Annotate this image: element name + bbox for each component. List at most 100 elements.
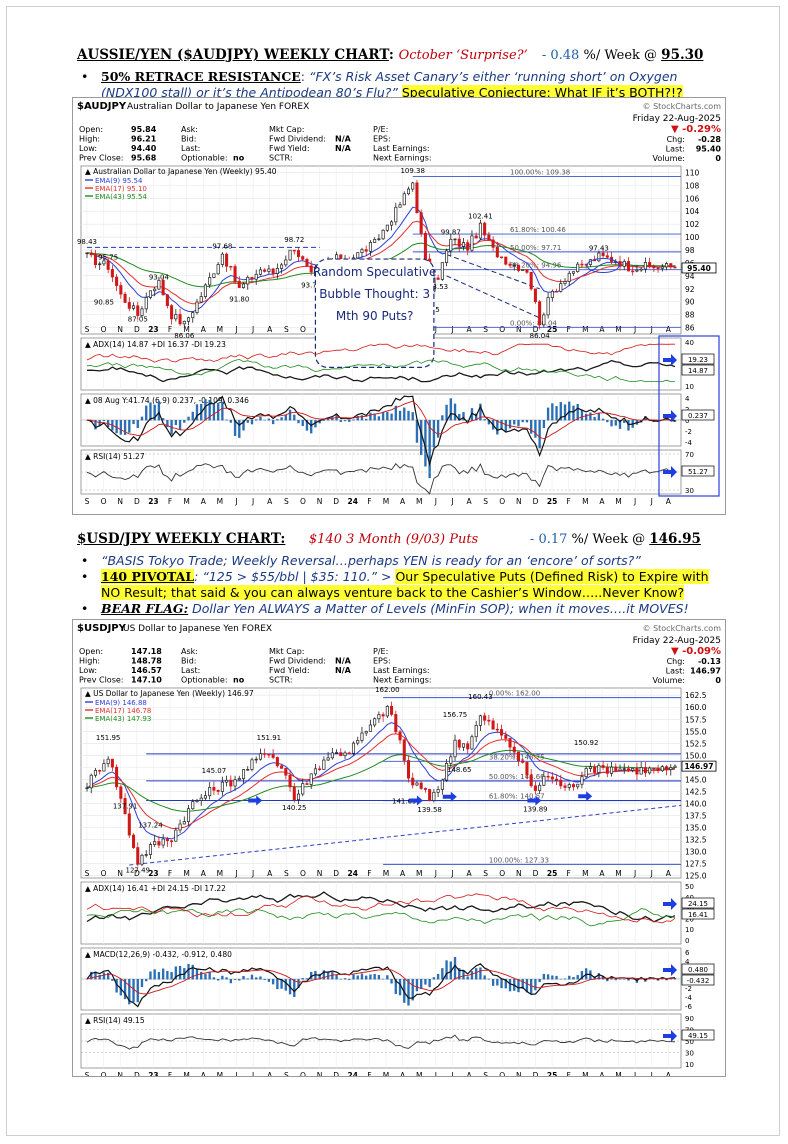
x-tick-label: D [533, 497, 539, 506]
price-label: 98.72 [284, 236, 304, 244]
stat-label: Open: [79, 125, 103, 134]
x-tick-label: A [666, 1071, 672, 1076]
macd-histogram-bar [250, 974, 254, 980]
x-tick-label: M [582, 1071, 588, 1076]
macd-histogram-bar [563, 978, 567, 980]
candle-body [385, 224, 389, 231]
fib-label: 50.00%: 144.66 [489, 773, 545, 781]
macd-histogram-bar [627, 979, 630, 981]
macd-histogram-bar [453, 956, 457, 980]
indicator-value-badge [681, 364, 715, 376]
macd-histogram-bar [335, 974, 338, 980]
macd-histogram-bar [246, 420, 249, 423]
macd-histogram-bar [369, 974, 372, 980]
macd-histogram-bar [614, 979, 617, 981]
trend-line [446, 254, 540, 290]
candle-body [567, 272, 571, 282]
annotation-bubble [314, 258, 435, 368]
x-tick-label-main: J [450, 869, 453, 878]
candle-body [588, 766, 592, 769]
candle-body [411, 182, 415, 190]
candle-body [402, 739, 406, 761]
stat-value: 95.68 [131, 154, 157, 163]
macd-histogram-bar [365, 975, 368, 980]
macd-histogram-bar [271, 420, 275, 425]
candle-body [525, 269, 529, 273]
macd-histogram-bar [466, 976, 469, 980]
indicator-tick: 10 [685, 1061, 694, 1069]
chart-date: Friday 22-Aug-2025 [633, 114, 721, 124]
candle-body [250, 277, 254, 280]
section2-bullet2-key: 140 PIVOTAL [101, 569, 195, 584]
adx-line [86, 359, 676, 383]
stat-value: 0 [715, 154, 721, 163]
indicator-value-badge [681, 465, 715, 477]
candle-body [368, 242, 372, 252]
ema-line [86, 206, 676, 313]
macd-histogram-bar [339, 978, 342, 980]
macd-histogram-bar [618, 978, 622, 980]
x-tick-label-main: S [284, 869, 289, 878]
candle-body [98, 770, 102, 772]
candle-body [288, 249, 292, 261]
section1-subtitle: October ‘Surprise?’ [398, 48, 528, 63]
x-tick-label-main: J [633, 325, 636, 334]
candle-body [584, 768, 588, 777]
indicator-tick: 70 [685, 451, 694, 459]
candle-body [508, 263, 512, 266]
macd-histogram-bar [572, 405, 575, 421]
section1-bullet-quote: “FX’s Risk Asset Canary’s either ‘runnin… [101, 69, 678, 100]
candle-body [123, 798, 127, 815]
macd-histogram-bar [555, 406, 558, 421]
candle-body [626, 261, 630, 272]
candle-body [186, 808, 191, 822]
indicator-tick: 30 [685, 1050, 694, 1058]
x-tick-label: J [633, 497, 636, 506]
x-tick-label-main: F [168, 869, 172, 878]
macd-histogram-bar [267, 418, 271, 421]
y-tick-label: 127.5 [685, 860, 707, 869]
indicator-tick: 90 [685, 1015, 694, 1023]
stat-value: N/A [335, 657, 352, 666]
chart-symbol: $USDJPY [77, 623, 127, 634]
indicator-tick: 50 [685, 883, 694, 891]
candle-body [178, 314, 182, 325]
section1-change: - 0.48 [541, 48, 580, 63]
candle-body [483, 715, 487, 721]
macd-histogram-bar [403, 979, 406, 1003]
macd-histogram-bar [606, 420, 609, 423]
macd-histogram-bar [149, 971, 152, 980]
macd-histogram-bar [187, 963, 190, 980]
legend-entry: EMA(43) 95.54 [95, 193, 147, 201]
x-tick-label-main: M [582, 869, 588, 878]
price-label: 137.24 [138, 821, 163, 829]
indicator-title: ▲ RSI(14) 51.27 [85, 452, 145, 461]
x-tick-label: O [101, 497, 107, 506]
fib-label: 100.00%: 127.33 [489, 856, 549, 864]
indicator-tick: 0 [685, 937, 689, 945]
x-tick-label: O [499, 1071, 505, 1076]
chart-date: Friday 22-Aug-2025 [633, 636, 721, 646]
candle-body [533, 288, 537, 303]
candle-body [665, 263, 669, 268]
macd-histogram-bar [546, 407, 550, 421]
macd-histogram-bar [551, 975, 554, 980]
macd-histogram-bar [415, 420, 419, 443]
fib-label: 0.00%: 162.00 [489, 690, 540, 698]
candle-body [119, 786, 123, 799]
candle-body [428, 789, 432, 801]
x-tick-label-main: M [416, 869, 422, 878]
price-label: 87.05 [128, 316, 148, 324]
macd-histogram-bar [225, 419, 228, 421]
candle-body [254, 273, 258, 280]
candle-body [301, 256, 305, 260]
y-tick-label: 92 [685, 285, 695, 294]
x-tick-label-main: 25 [547, 325, 557, 334]
stat-label: High: [79, 657, 100, 666]
annotation-text: Bubble Thought: 3 [319, 287, 430, 301]
x-tick-label-main: A [599, 869, 605, 878]
x-tick-label-main: A [400, 869, 406, 878]
stat-label: Last Earnings: [373, 666, 430, 675]
candle-body [110, 269, 114, 278]
adx-line [86, 891, 676, 923]
